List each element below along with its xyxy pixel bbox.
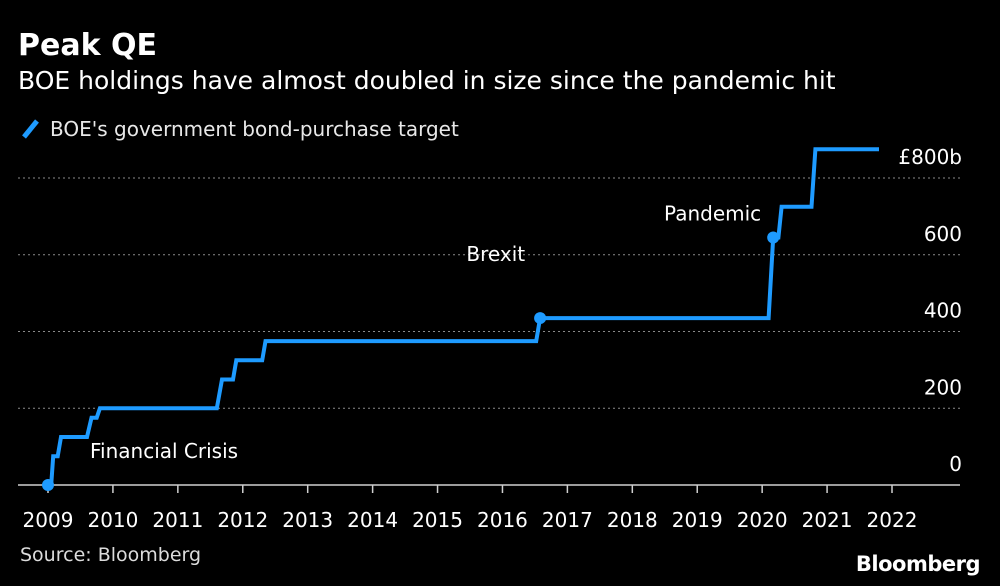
x-tick-label: 2017 <box>542 508 593 532</box>
annotation-label: Brexit <box>466 242 525 266</box>
x-tick-label: 2012 <box>217 508 268 532</box>
x-tick-label: 2019 <box>672 508 723 532</box>
source-note: Source: Bloomberg <box>20 544 202 566</box>
annotation-label: Financial Crisis <box>90 439 238 463</box>
x-tick-label: 2014 <box>347 508 398 532</box>
annotation-marker <box>534 312 547 325</box>
x-tick-label: 2016 <box>477 508 528 532</box>
grid-layer <box>18 177 960 409</box>
x-tick-label: 2020 <box>737 508 788 532</box>
legend-swatch-icon <box>22 119 39 139</box>
chart-title: Peak QE <box>18 28 157 63</box>
annotation-marker <box>42 479 54 491</box>
series-line <box>48 147 879 487</box>
annotation-layer: Financial Crisis Brexit Pandemic <box>42 201 780 491</box>
axis-layer: 0 200 400 600 £800b 2009 2010 2011 2012 2013 2014 2… <box>18 145 962 532</box>
legend: BOE's government bond-purchase target <box>20 116 459 142</box>
series-layer <box>48 147 879 487</box>
y-tick-label: 0 <box>949 452 962 476</box>
y-tick-label: 600 <box>924 222 962 246</box>
annotation-marker <box>767 231 780 244</box>
annotation-label: Pandemic <box>664 201 761 225</box>
x-tick-label: 2011 <box>152 508 203 532</box>
x-tick-label: 2021 <box>802 508 853 532</box>
y-tick-label: £800b <box>898 145 962 169</box>
x-tick-label: 2018 <box>607 508 658 532</box>
chart-subtitle: BOE holdings have almost doubled in size… <box>18 66 836 95</box>
x-tick-label: 2009 <box>23 508 74 532</box>
x-tick-label: 2022 <box>867 508 918 532</box>
bloomberg-logo: Bloomberg <box>855 552 981 576</box>
x-tick-label: 2015 <box>412 508 463 532</box>
x-tick-label: 2013 <box>282 508 333 532</box>
y-tick-label: 400 <box>924 299 962 323</box>
y-tick-label: 200 <box>924 375 962 399</box>
legend-label: BOE's government bond-purchase target <box>50 117 459 141</box>
x-tick-label: 2010 <box>87 508 138 532</box>
